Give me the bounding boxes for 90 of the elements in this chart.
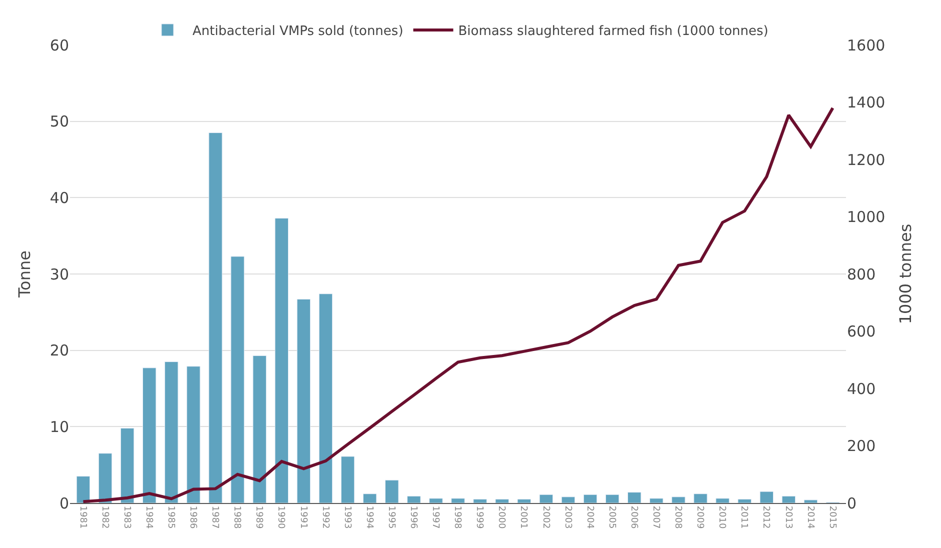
y-axis-title: Tonne [14, 250, 34, 298]
bar [385, 480, 399, 503]
bar [473, 498, 487, 503]
x-tick-label: 2012 [760, 506, 771, 529]
x-tick-label: 2007 [650, 506, 660, 529]
bar [628, 492, 642, 503]
x-tick-label: 1995 [386, 506, 396, 529]
x-tick-label: 1981 [77, 506, 88, 529]
x-tick-label: 2006 [628, 506, 638, 529]
y2-tick-label: 800 [847, 265, 876, 284]
y2-tick-label: 200 [847, 437, 876, 455]
line-series [82, 106, 834, 503]
bar [495, 498, 509, 503]
bar [804, 500, 818, 503]
x-tick-label: 2004 [584, 506, 594, 529]
bar [539, 494, 554, 503]
y2-axis-title: 1000 tonnes [896, 224, 915, 324]
legend-label: Biomass slaughtered farmed fish (1000 tonnes) [458, 24, 768, 40]
bar [142, 368, 156, 503]
x-tick-label: 1982 [99, 506, 110, 529]
x-tick-label: 2015 [826, 506, 837, 529]
bar [98, 453, 112, 503]
x-tick-label: 1989 [254, 506, 264, 529]
x-tick-label: 1997 [430, 506, 440, 529]
bar [252, 355, 266, 503]
x-tick-label: 1996 [408, 506, 418, 529]
x-tick-label: 2013 [782, 506, 793, 529]
bar [208, 132, 222, 503]
x-tick-label: 2001 [518, 506, 528, 529]
x-tick-label: 1985 [165, 506, 176, 529]
y-tick-label: 30 [50, 265, 69, 284]
x-tick-label: 2011 [738, 506, 749, 529]
y-tick-label: 40 [50, 188, 69, 207]
bar [451, 498, 465, 503]
x-tick-label: 1993 [342, 506, 352, 529]
bar [296, 298, 311, 503]
x-tick-label: 1994 [364, 506, 374, 529]
y2-tick-label: 400 [847, 380, 876, 398]
bar [561, 496, 576, 503]
x-tick-label: 2002 [540, 506, 550, 529]
y2-tick-label: 600 [847, 322, 876, 340]
bar [274, 218, 288, 503]
x-tick-label: 1991 [298, 506, 308, 529]
bar [429, 498, 443, 503]
bar [340, 456, 355, 503]
y-tick-label: 10 [50, 418, 69, 436]
bar [650, 498, 664, 503]
bar [760, 491, 774, 503]
bar [716, 498, 730, 503]
y2-tick-label: 1000 [847, 208, 886, 226]
y2-tick-label: 1200 [847, 150, 886, 169]
x-tick-label: 2010 [716, 506, 727, 529]
y2-tick-label: 0 [847, 494, 857, 512]
x-tick-label: 2003 [562, 506, 572, 529]
x-tick-label: 1988 [232, 506, 242, 529]
bar [186, 366, 200, 503]
x-tick-label: 1999 [474, 506, 484, 529]
bar [407, 496, 421, 503]
x-tick-label: 1986 [188, 506, 198, 529]
x-tick-label: 2005 [606, 506, 616, 529]
bar [738, 498, 752, 503]
x-tick-label: 1987 [210, 506, 220, 529]
y-tick-label: 0 [59, 494, 69, 512]
bar [583, 494, 598, 503]
x-tick-label: 1998 [452, 506, 462, 529]
y-tick-label: 20 [50, 342, 69, 360]
bar [672, 496, 686, 503]
bar [230, 256, 244, 503]
bar [605, 494, 620, 503]
y2-tick-label: 1400 [847, 94, 886, 112]
x-tick-label: 2008 [672, 506, 683, 529]
x-tick-label: 1983 [121, 506, 132, 529]
y-tick-label: 60 [50, 36, 69, 54]
x-tick-label: 2014 [804, 506, 815, 529]
bar [517, 498, 531, 503]
bar [318, 294, 333, 503]
x-tick-label: 2000 [496, 506, 506, 529]
bar [120, 428, 134, 503]
y2-tick-label: 1600 [847, 36, 886, 54]
bar [362, 494, 377, 503]
bar [76, 476, 90, 503]
x-tick-label: 1990 [276, 506, 286, 529]
legend-label: Antibacterial VMPs sold (tonnes) [192, 24, 404, 40]
y-tick-label: 50 [50, 112, 69, 131]
bar [164, 362, 178, 503]
x-tick-label: 1984 [143, 506, 154, 529]
x-tick-label: 2009 [694, 506, 705, 529]
bar [782, 496, 796, 503]
bar [694, 494, 708, 503]
x-tick-label: 1992 [320, 506, 330, 529]
